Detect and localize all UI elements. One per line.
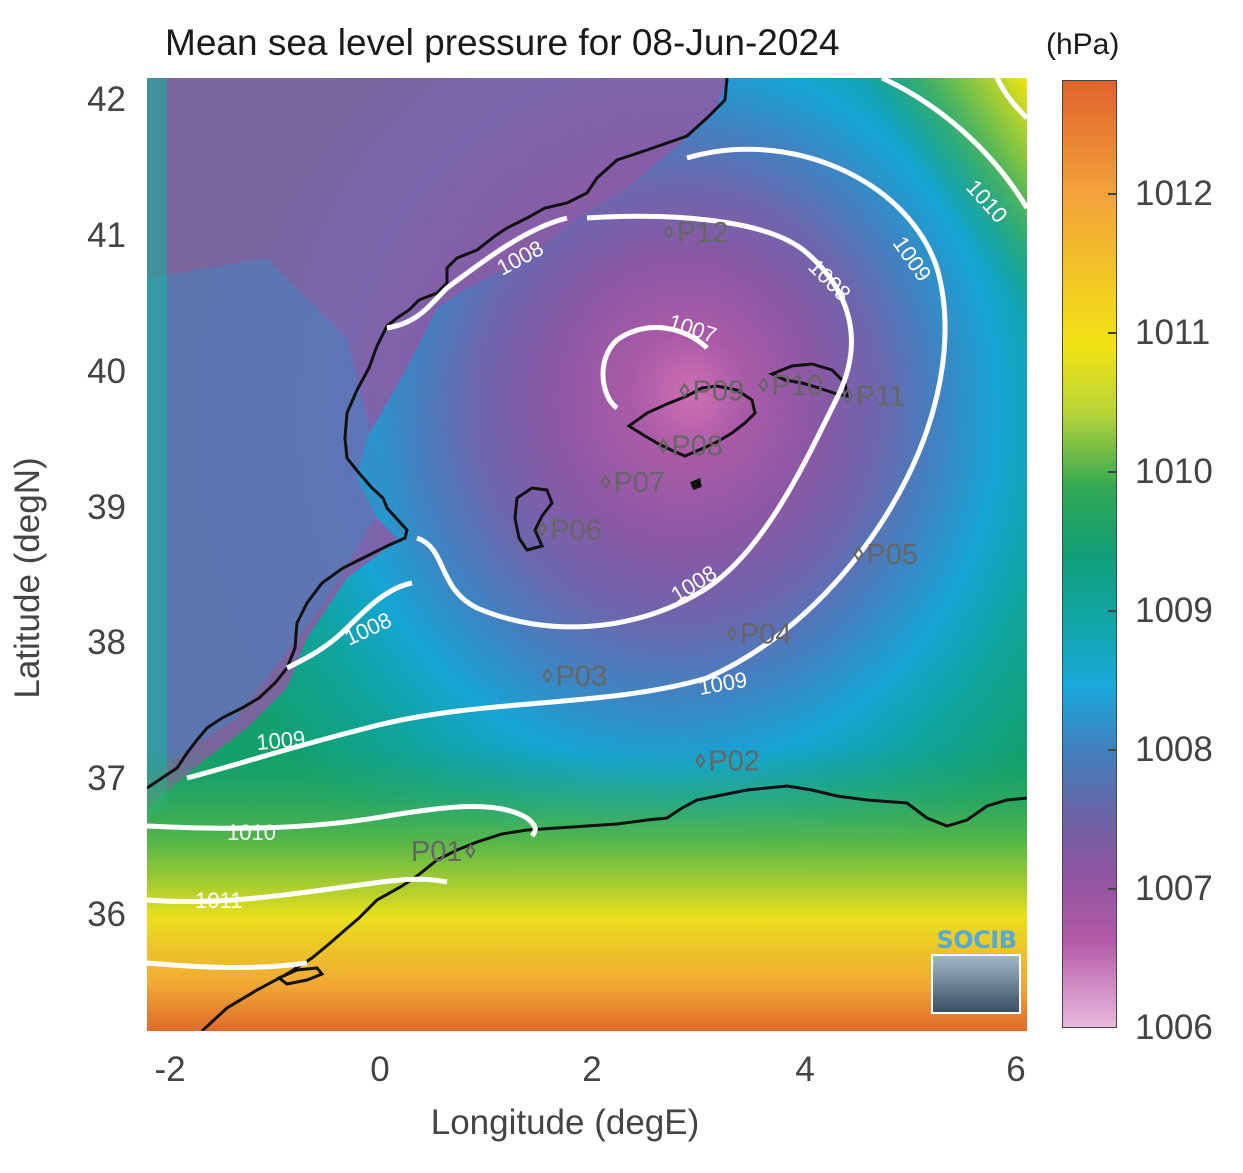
- station-marker-p05: [853, 546, 864, 562]
- colorbar-label-1008: 1008: [1135, 730, 1213, 769]
- x-tick-2: 2: [582, 1050, 602, 1089]
- colorbar: [1062, 80, 1117, 1028]
- contour-label-1011: 1011: [195, 888, 242, 913]
- pressure-field-plot: 1007 1008 1008 1008 1008 1009 1009 1009 …: [147, 78, 1027, 1031]
- station-label-p04: P04: [740, 619, 792, 651]
- x-tick-6: 6: [1006, 1050, 1026, 1089]
- coastline-north-africa: [200, 784, 1027, 1031]
- map-title: Mean sea level pressure for 08-Jun-2024: [165, 22, 840, 63]
- x-axis-label: Longitude (degE): [430, 1103, 700, 1142]
- isobar-1010-south: [147, 803, 538, 838]
- y-tick-36: 36: [87, 895, 126, 934]
- socib-logo: SOCIB: [929, 926, 1024, 1016]
- station-marker-p02: [695, 752, 706, 769]
- x-tick-0: 0: [370, 1050, 390, 1089]
- colorbar-tick-mark-1012: [1108, 193, 1117, 195]
- station-marker-p08: [658, 437, 669, 454]
- station-marker-p11: [842, 387, 854, 404]
- colorbar-tick-mark-1009: [1108, 610, 1117, 612]
- colorbar-label-1009: 1009: [1135, 591, 1213, 630]
- socib-logo-text: SOCIB: [936, 926, 1017, 954]
- isobar-1010-ne: [994, 78, 1027, 120]
- socib-logo-graphic: [931, 954, 1021, 1014]
- y-tick-41: 41: [87, 216, 126, 255]
- station-label-p06: P06: [550, 514, 602, 546]
- contour-label-1010-b: 1010: [227, 820, 276, 845]
- station-marker-p06: [537, 521, 548, 538]
- station-label-p01: P01: [411, 836, 463, 868]
- x-tick-minus2: -2: [154, 1050, 186, 1089]
- station-label-p02: P02: [708, 746, 760, 778]
- isobar-1009-inner: [186, 146, 948, 781]
- station-label-p12: P12: [677, 217, 729, 249]
- station-label-p10: P10: [772, 370, 824, 402]
- station-label-p11: P11: [856, 381, 905, 413]
- station-label-p08: P08: [671, 431, 723, 463]
- contour-label-1009-c: 1009: [255, 726, 306, 755]
- coastline-cabrera: [690, 477, 702, 490]
- station-label-p05: P05: [866, 539, 918, 571]
- colorbar-label-1012: 1012: [1135, 174, 1213, 213]
- colorbar-tick-mark-1008: [1108, 749, 1117, 751]
- coastline-iberia: [147, 78, 729, 790]
- isobar-1011: [147, 876, 448, 905]
- coastline-alboran-island: [276, 966, 325, 986]
- isobar-1008-outer: [386, 215, 568, 331]
- isobar-1011-b: [147, 960, 308, 971]
- station-label-p03: P03: [555, 660, 607, 692]
- station-marker-p03: [542, 667, 553, 684]
- isobar-1008-west: [285, 580, 413, 671]
- colorbar-label-1007: 1007: [1135, 869, 1213, 908]
- isobar-1008-inner: [416, 213, 854, 630]
- station-marker-p04: [726, 625, 738, 642]
- station-label-p09: P09: [692, 375, 744, 407]
- colorbar-label-1006: 1006: [1135, 1008, 1213, 1047]
- y-tick-40: 40: [87, 352, 126, 391]
- y-tick-38: 38: [87, 623, 126, 662]
- station-marker-p01: [465, 843, 476, 860]
- colorbar-tick-mark-1011: [1108, 332, 1117, 334]
- y-tick-39: 39: [87, 488, 126, 527]
- x-tick-4: 4: [795, 1050, 815, 1089]
- isobar-1007: [600, 325, 709, 411]
- northeast-high-field: [747, 78, 1027, 378]
- station-marker-p12: [663, 224, 674, 240]
- colorbar-tick-mark-1010: [1108, 471, 1117, 473]
- station-label-p07: P07: [613, 467, 665, 499]
- colorbar-unit-label: (hPa): [1046, 28, 1120, 61]
- station-marker-p07: [600, 474, 611, 490]
- y-tick-37: 37: [87, 759, 126, 798]
- colorbar-label-1011: 1011: [1135, 313, 1211, 352]
- colorbar-label-1010: 1010: [1135, 452, 1213, 491]
- coastline-mallorca: [626, 384, 757, 458]
- station-marker-p09: [679, 382, 690, 399]
- y-tick-42: 42: [87, 80, 126, 119]
- station-marker-p10: [758, 377, 769, 393]
- coastline-ibiza: [513, 486, 554, 552]
- pressure-map: 1007 1008 1008 1008 1008 1009 1009 1009 …: [147, 78, 1027, 1031]
- colorbar-tick-mark-1007: [1108, 888, 1117, 890]
- coastline-menorca: [768, 362, 849, 398]
- isobar-1010-north: [880, 78, 1027, 210]
